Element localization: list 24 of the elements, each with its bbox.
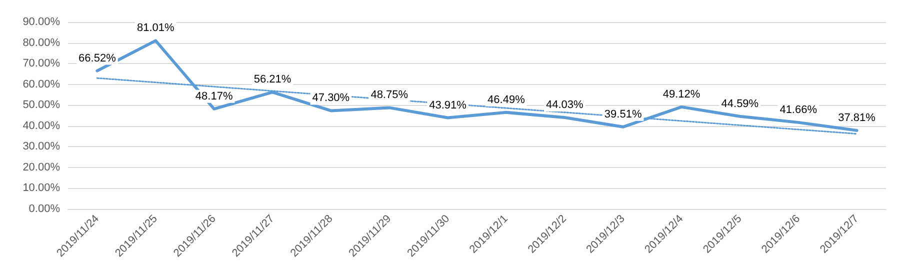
data-label: 49.12% xyxy=(662,88,700,100)
data-label: 43.91% xyxy=(429,99,467,112)
data-label: 41.66% xyxy=(780,104,818,116)
y-tick-label: 70.00% xyxy=(22,58,60,70)
y-tick-label: 60.00% xyxy=(22,78,60,90)
data-label: 39.51% xyxy=(604,108,642,120)
data-label: 48.75% xyxy=(370,89,408,102)
data-label: 46.49% xyxy=(488,94,526,106)
data-label: 48.17% xyxy=(195,90,233,102)
data-label: 37.81% xyxy=(838,112,876,124)
y-tick-label: 10.00% xyxy=(22,182,60,194)
data-label: 47.30% xyxy=(312,92,350,104)
y-tick-label: 50.00% xyxy=(22,99,60,112)
y-tick-label: 40.00% xyxy=(22,120,60,132)
data-label: 44.03% xyxy=(546,99,584,112)
data-label: 56.21% xyxy=(254,74,292,86)
data-label: 44.59% xyxy=(721,98,759,110)
data-label: 81.01% xyxy=(136,22,175,34)
y-tick-label: 30.00% xyxy=(22,140,60,153)
y-tick-label: 0.00% xyxy=(28,203,60,215)
y-tick-label: 90.00% xyxy=(22,16,60,28)
y-tick-label: 80.00% xyxy=(22,36,60,49)
data-label: 66.52% xyxy=(78,52,116,64)
y-tick-label: 20.00% xyxy=(22,161,60,174)
